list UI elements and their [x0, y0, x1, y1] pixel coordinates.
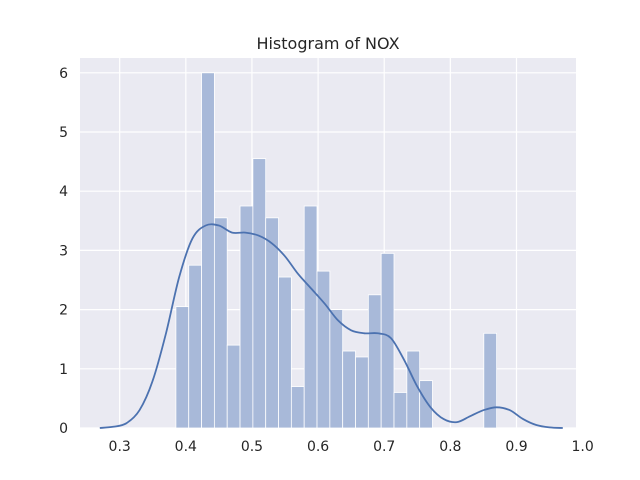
histogram-bars [175, 72, 498, 429]
y-axis-ticks: 0 1 2 3 4 5 6 [59, 66, 68, 437]
y-tick-label: 1 [59, 362, 68, 378]
histogram-bar [355, 356, 369, 429]
histogram-bar [175, 306, 190, 429]
y-tick-label: 2 [59, 303, 68, 319]
x-tick-label: 0.8 [439, 439, 461, 455]
y-tick-label: 4 [59, 184, 68, 200]
x-tick-label: 0.3 [109, 439, 131, 455]
histogram-bar [201, 72, 215, 429]
y-tick-label: 0 [59, 421, 68, 437]
histogram-bar [329, 309, 344, 429]
x-tick-label: 0.9 [505, 439, 527, 455]
x-tick-label: 0.5 [241, 439, 263, 455]
histogram-bar [213, 217, 228, 429]
x-tick-label: 0.4 [175, 439, 197, 455]
histogram-bar [419, 380, 433, 429]
histogram-bar [290, 386, 305, 429]
x-axis-ticks: 0.3 0.4 0.5 0.6 0.7 0.8 0.9 1.0 [109, 439, 594, 455]
histogram-bar [188, 264, 202, 429]
kde-curve [99, 223, 563, 429]
histogram-bar [367, 294, 382, 429]
histogram-bar [239, 205, 254, 429]
y-tick-label: 5 [59, 125, 68, 141]
y-tick-label: 3 [59, 243, 68, 259]
histogram-bar [226, 344, 241, 429]
histogram-bar [406, 350, 421, 429]
histogram-bar [265, 217, 279, 429]
y-tick-label: 6 [59, 66, 68, 82]
histogram-bar [483, 332, 498, 429]
x-tick-label: 0.6 [307, 439, 329, 455]
histogram-bar [316, 270, 331, 429]
x-tick-label: 0.7 [373, 439, 395, 455]
chart-title: Histogram of NOX [256, 34, 399, 53]
histogram-bar [303, 205, 318, 429]
histogram-bar [252, 158, 267, 429]
histogram-bar [278, 276, 292, 429]
histogram-bar [342, 350, 356, 429]
histogram-bar [393, 392, 408, 429]
x-tick-label: 1.0 [571, 439, 593, 455]
